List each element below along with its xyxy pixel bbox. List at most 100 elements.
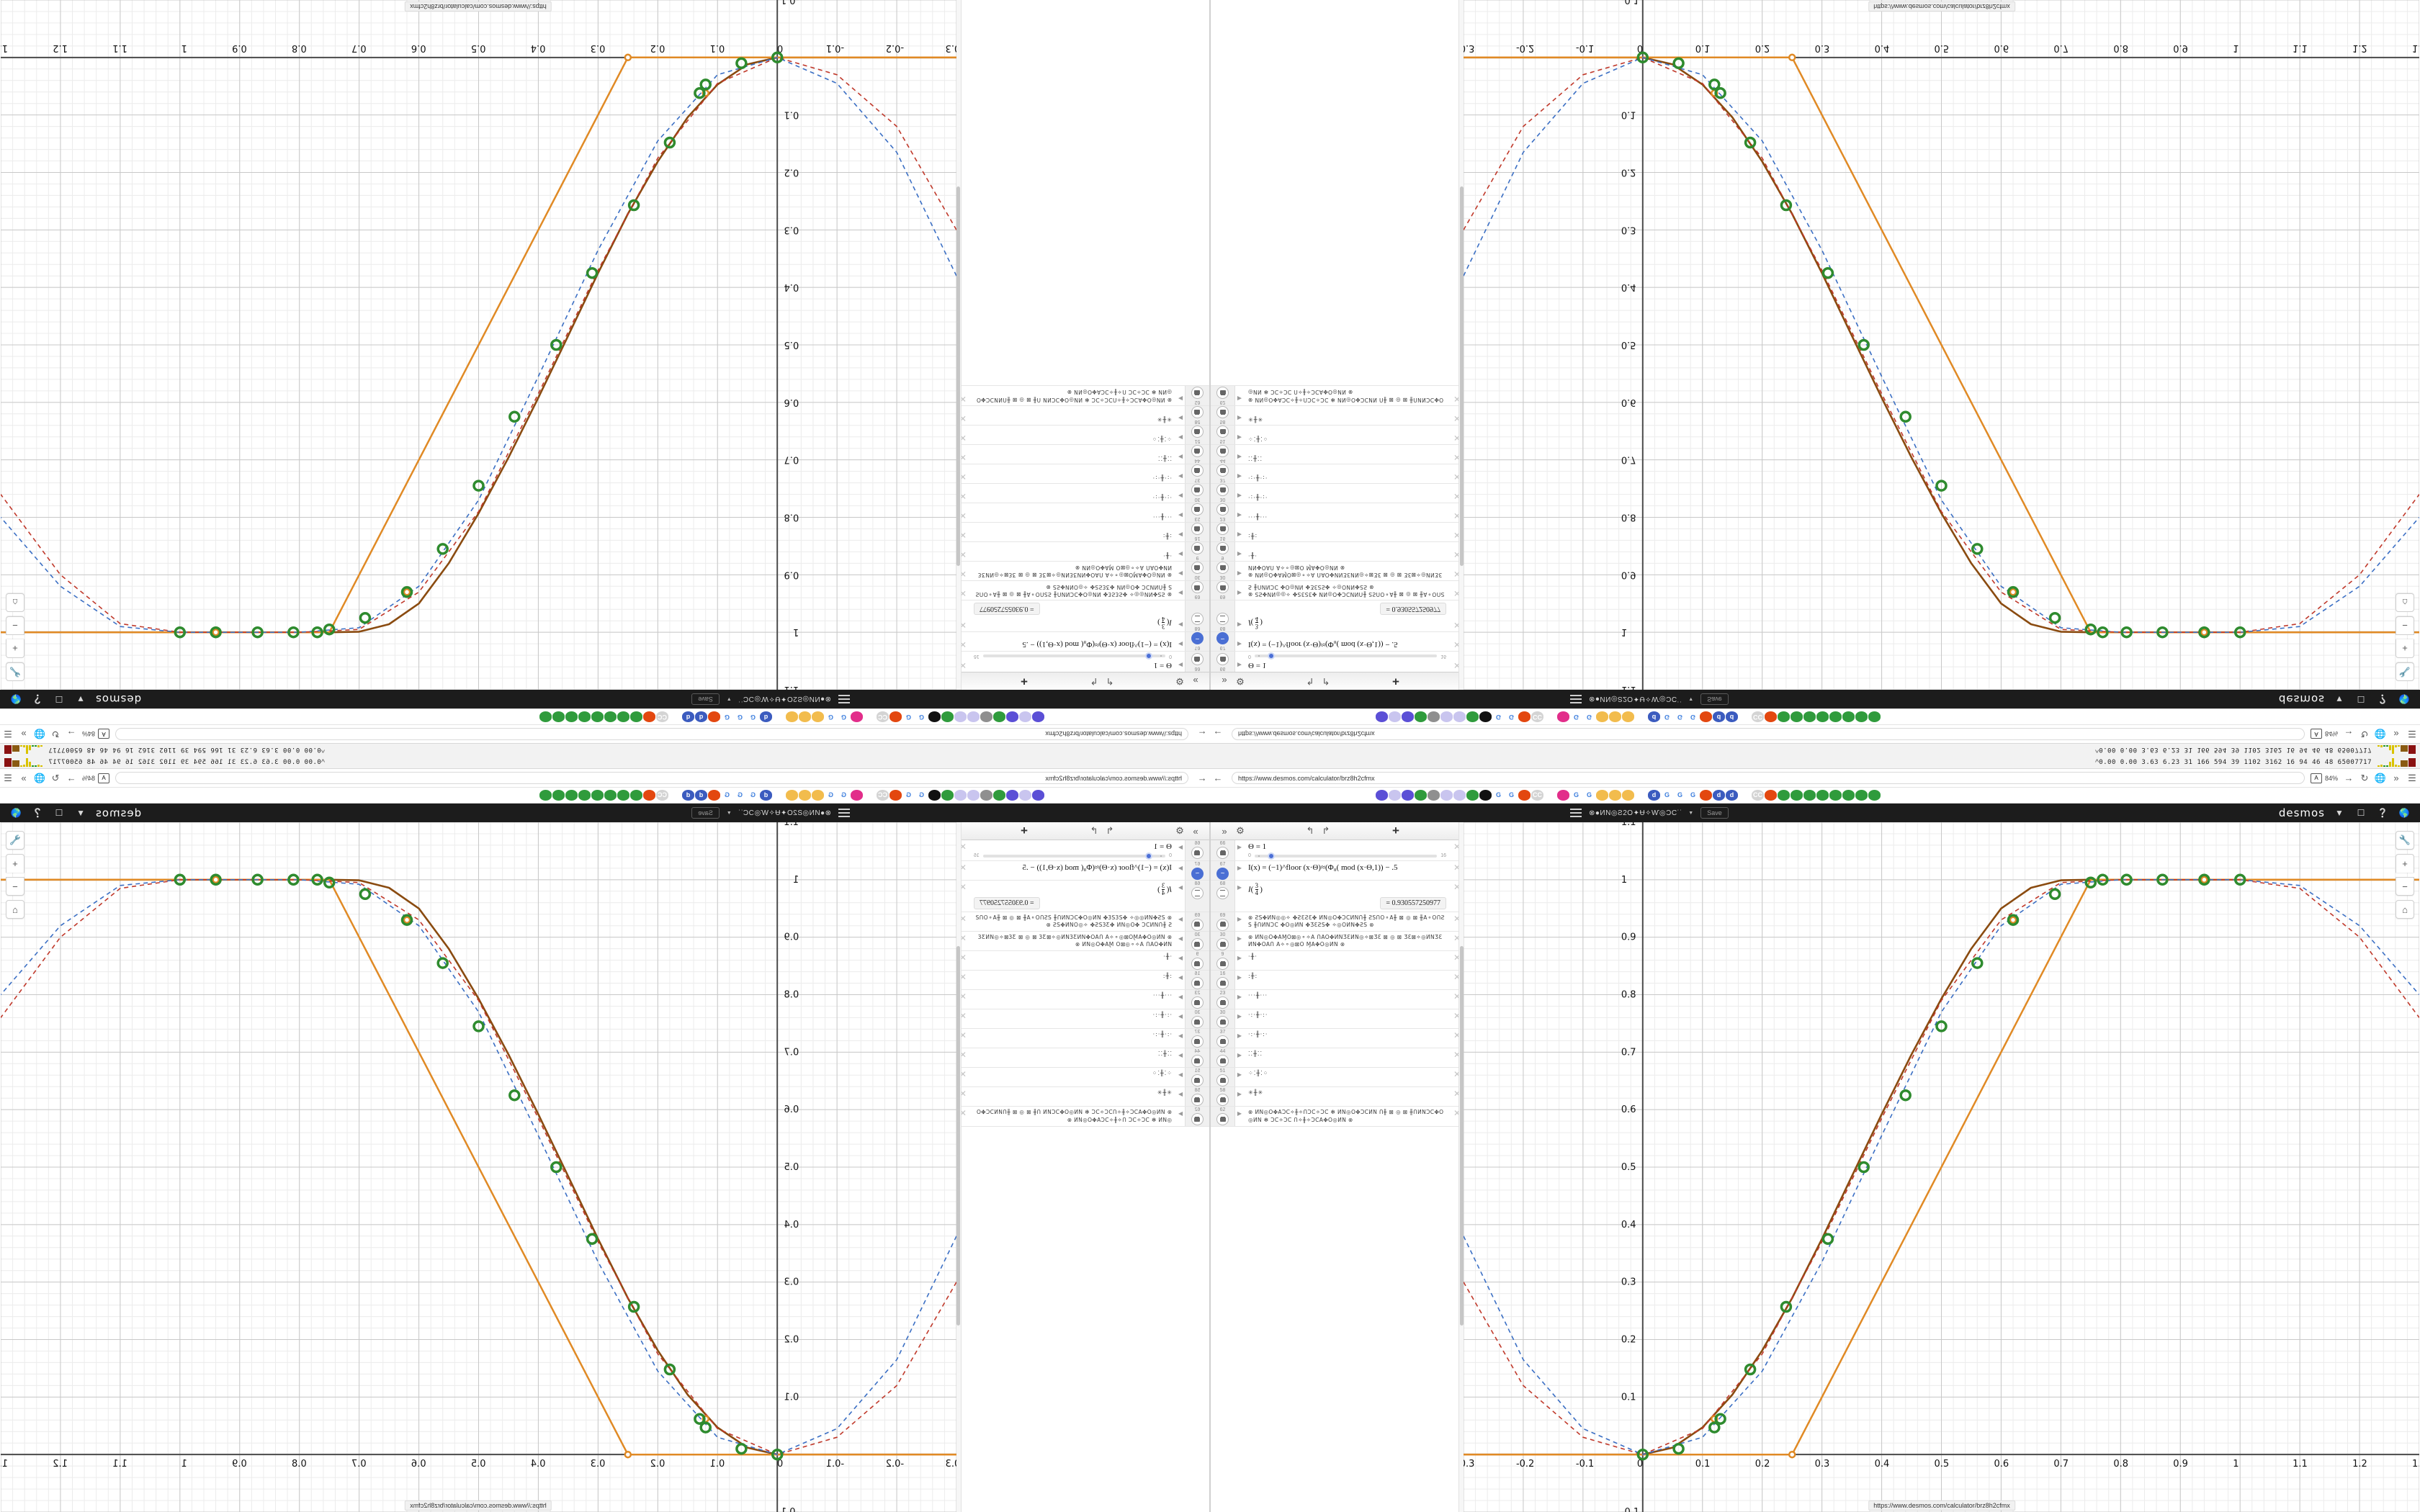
bookmark-cc[interactable]: CC bbox=[1531, 790, 1543, 801]
bookmark-grid[interactable] bbox=[864, 711, 876, 722]
expression-row[interactable]: 37 ▶ ·:·╫·:· ✕ bbox=[956, 1029, 1209, 1049]
expression-row[interactable]: 62 ▶ ⊗ ИN◎O✤AƆC✧╫✧ՈƆC✧ƆC ✻ ИN◎O✤ƆCИN Ո╫ ⊠ … bbox=[956, 385, 1209, 405]
bookmark-leaf-6[interactable] bbox=[1816, 790, 1829, 801]
expression-body[interactable]: I(x) = (−1)^floor (x·Θ)≈(Φ₈( mod (x·Θ,1)… bbox=[1244, 632, 1451, 651]
expression-body[interactable]: ⊗ ИN◎O✤AⱮO⊠◎⚬✧A ՈAO✤ИNƷƐИN◎✧⊠ƷƐ ⊠ ◎ ⊠ ƷƐ… bbox=[1244, 562, 1451, 580]
expand-arrow-icon[interactable]: ▶ bbox=[1178, 453, 1183, 460]
expand-arrow-icon[interactable]: ▶ bbox=[1237, 621, 1242, 628]
globe-icon[interactable]: 🌐 bbox=[33, 772, 46, 783]
bookmark-leaf-10[interactable] bbox=[539, 711, 552, 722]
help-circle-icon[interactable]: ❔ bbox=[32, 808, 43, 818]
expression-body[interactable]: ·:·╫·:· bbox=[1244, 1029, 1451, 1048]
zoom-out-button[interactable]: − bbox=[2396, 877, 2414, 896]
zoom-in-button[interactable]: + bbox=[2396, 639, 2414, 658]
bookmark-wave-1[interactable] bbox=[1389, 790, 1401, 801]
bookmark-google-7[interactable]: G bbox=[1687, 711, 1699, 722]
bookmark-leaf-5[interactable] bbox=[1803, 790, 1816, 801]
bookmark-cc-2[interactable]: CC bbox=[656, 711, 668, 722]
expression-body[interactable]: ·╫· bbox=[1244, 542, 1451, 561]
url-bar[interactable]: https://www.desmos.com/calculator/brz8h2… bbox=[1232, 772, 2305, 784]
folder-icon[interactable] bbox=[1191, 977, 1204, 990]
bookmark-sun-2[interactable] bbox=[799, 790, 811, 801]
fraction-icon[interactable] bbox=[1191, 887, 1204, 899]
bookmark-shield[interactable] bbox=[1006, 711, 1018, 722]
forward-arrow-icon[interactable]: → bbox=[66, 729, 76, 739]
expression-body[interactable]: :╫: bbox=[969, 971, 1176, 989]
bookmark-sun-2[interactable] bbox=[799, 711, 811, 722]
undo-arrow-icon[interactable]: ↰ bbox=[1306, 825, 1314, 836]
expression-row[interactable]: 67▶ I(x) = (−1)^floor (x·Θ)≈(Φ₈( mod (x·Θ… bbox=[956, 631, 1209, 651]
expression-scrollbar[interactable] bbox=[956, 822, 962, 1512]
folder-icon[interactable] bbox=[1216, 1094, 1229, 1107]
bookmark-dots[interactable] bbox=[773, 790, 785, 801]
expression-row[interactable]: 16 ▶:╫: ✕ bbox=[1211, 971, 1464, 991]
bookmark-wave-2[interactable] bbox=[967, 790, 980, 801]
bookmark-wave-3[interactable] bbox=[1453, 711, 1466, 722]
expand-arrow-icon[interactable]: ▶ bbox=[1178, 915, 1183, 922]
bookmark-google-4[interactable]: G bbox=[825, 790, 837, 801]
slider-track[interactable] bbox=[1254, 852, 1438, 860]
graph-canvas[interactable]: -0.3 -0.2 -0.1 0 0.1 0.2 0.3 0.4 0.5 0.6 0.7 0.8 0.9… bbox=[1464, 0, 2420, 690]
bookmark-reddit-3[interactable] bbox=[643, 711, 655, 722]
expand-arrow-icon[interactable]: ▶ bbox=[1178, 1032, 1183, 1040]
expression-body[interactable]: ✳╫✳ bbox=[969, 1087, 1176, 1106]
graph-title[interactable]: ⊗●ИN◎Ƨ2O✦Ʉ✧Ⱳ◎ƆC˙˙ bbox=[1589, 695, 1683, 703]
bookmark-google-7[interactable]: G bbox=[721, 711, 733, 722]
folder-icon[interactable] bbox=[1216, 1113, 1229, 1126]
bookmark-bat[interactable] bbox=[1428, 711, 1440, 722]
slider-thumb[interactable] bbox=[1145, 852, 1153, 860]
expand-arrow-icon[interactable]: ▶ bbox=[1178, 570, 1183, 577]
expression-row[interactable]: 69 ▶ ⊗ ƧS✤ИN◎◎✧ ✤ƧƐƧƐ✤ ИN◎O✤ƆCИNՈ╫ ƧSՈO⚬A╫… bbox=[956, 912, 1209, 932]
gear-icon[interactable]: ⚙ bbox=[1175, 676, 1184, 687]
expression-body[interactable]: ⁚⁚╫⁚⁚ bbox=[969, 445, 1176, 464]
bookmark-ghost[interactable] bbox=[1376, 711, 1388, 722]
wave-icon-blue[interactable] bbox=[1216, 868, 1229, 880]
bookmark-star[interactable] bbox=[851, 711, 863, 722]
bookmark-wave-1[interactable] bbox=[1019, 790, 1031, 801]
add-expression-button[interactable]: + bbox=[1021, 675, 1028, 688]
bookmark-google-1[interactable]: G bbox=[915, 790, 928, 801]
expression-row[interactable]: 16 ▶:╫: ✕ bbox=[1211, 521, 1464, 541]
bookmark-star[interactable] bbox=[1557, 711, 1569, 722]
add-expression-button[interactable]: + bbox=[1392, 824, 1399, 837]
save-button[interactable]: Save bbox=[691, 807, 720, 819]
graph-area[interactable]: -0.3 -0.2 -0.1 0 0.1 0.2 0.3 0.4 0.5 0.6 0.7 0.8 0.9… bbox=[1464, 0, 2420, 690]
slider-thumb[interactable] bbox=[1145, 652, 1153, 660]
expression-row[interactable]: 30 ▶ ·:·╫·:· ✕ bbox=[956, 482, 1209, 503]
expression-row[interactable]: 51 ▶ ⁘⁚╫⁚⁘ ✕ bbox=[956, 424, 1209, 444]
help-circle-icon[interactable]: ❔ bbox=[32, 694, 43, 704]
arrows-stepper-icon[interactable] bbox=[1191, 847, 1204, 859]
home-icon[interactable]: ⌂ bbox=[6, 900, 24, 919]
expression-row[interactable]: 51 ▶ ⁘⁚╫⁚⁘ ✕ bbox=[1211, 424, 1464, 444]
folder-icon[interactable] bbox=[1216, 996, 1229, 1009]
bookmark-desmos-d[interactable]: d bbox=[1648, 790, 1660, 801]
expression-row[interactable]: 37 ▶ ·:·╫·:· ✕ bbox=[1211, 463, 1464, 483]
expression-body[interactable]: ⁘⁚╫⁚⁘ bbox=[1244, 1068, 1451, 1086]
expression-body[interactable]: Θ = 1 0 16 bbox=[1244, 840, 1451, 860]
arrows-stepper-icon[interactable] bbox=[1216, 847, 1229, 859]
folder-icon[interactable] bbox=[1191, 425, 1204, 438]
folder-icon[interactable] bbox=[1191, 1113, 1204, 1126]
bookmark-star[interactable] bbox=[1557, 790, 1569, 801]
undo-arrow-icon[interactable]: ↰ bbox=[1106, 676, 1114, 687]
globe-icon[interactable]: 🌎 bbox=[10, 808, 22, 818]
expand-arrow-icon[interactable]: ▶ bbox=[1178, 641, 1183, 647]
close-icon[interactable]: ✕ bbox=[1453, 1011, 1461, 1022]
bookmark-leaf-2[interactable] bbox=[1466, 790, 1479, 801]
globe-icon[interactable]: 🌐 bbox=[2374, 729, 2387, 740]
graph-title[interactable]: ⊗●ИN◎Ƨ2O✦Ʉ✧Ⱳ◎ƆC˙˙ bbox=[1589, 809, 1683, 817]
folder-icon[interactable] bbox=[1191, 503, 1204, 516]
collapse-icon[interactable]: » bbox=[1193, 825, 1198, 837]
expression-body[interactable]: ⁚⁚╫⁚⁚ bbox=[969, 1048, 1176, 1067]
slider-track[interactable] bbox=[1254, 652, 1438, 660]
bookmark-sun-2[interactable] bbox=[1609, 711, 1621, 722]
close-icon[interactable]: ✕ bbox=[1453, 991, 1461, 1002]
save-button[interactable]: Save bbox=[691, 693, 720, 705]
expression-body[interactable]: I(x) = (−1)^floor (x·Θ)≈(Φ₈( mod (x·Θ,1)… bbox=[969, 632, 1176, 651]
expand-arrow-icon[interactable]: ▶ bbox=[1178, 1052, 1183, 1059]
back-arrow-icon[interactable]: ← bbox=[1197, 729, 1207, 739]
expression-row[interactable]: 44 ▶ ⁚⁚╫⁚⁚ ✕ bbox=[956, 1048, 1209, 1068]
bookmark-leaf-6[interactable] bbox=[591, 790, 604, 801]
bookmark-desmos-d[interactable]: d bbox=[1648, 711, 1660, 722]
expand-arrow-icon[interactable]: ▶ bbox=[1237, 1032, 1242, 1040]
